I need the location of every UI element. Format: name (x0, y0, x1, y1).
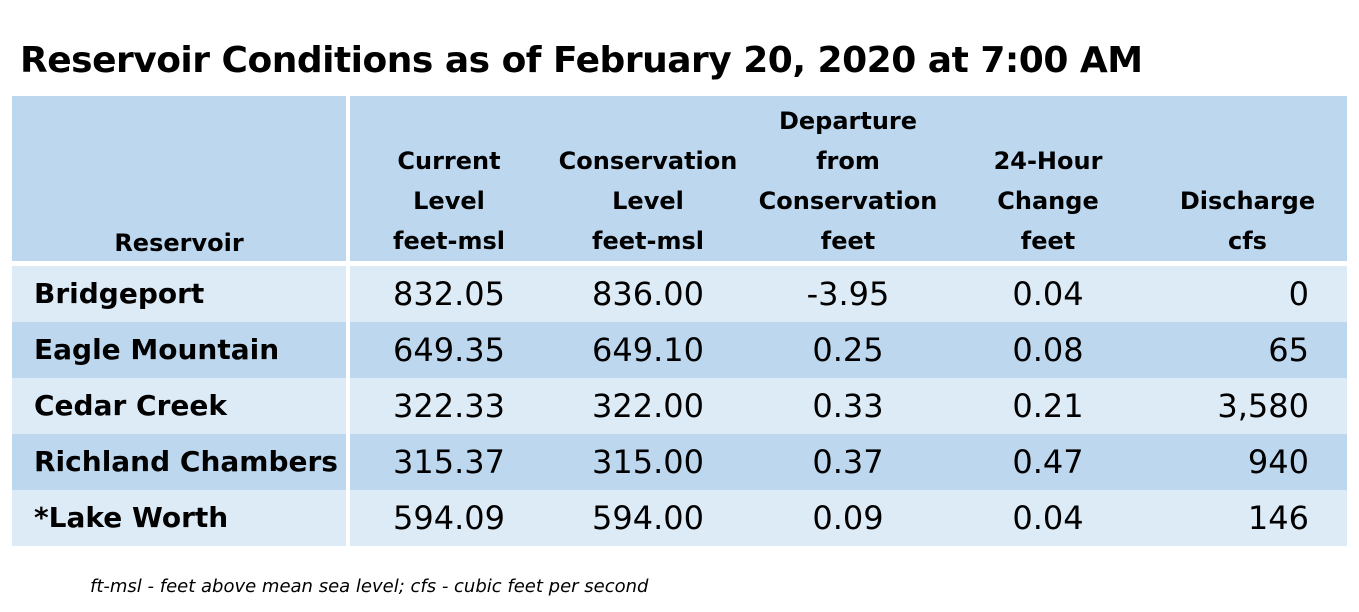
departure-value: 0.25 (748, 322, 948, 378)
table-row: Eagle Mountain 649.35 649.10 0.25 0.08 6… (12, 322, 1347, 378)
unit-current: feet-msl (346, 225, 548, 266)
reservoir-name: Richland Chambers (12, 434, 348, 490)
reservoir-name: Cedar Creek (12, 378, 348, 434)
discharge-value: 3,580 (1148, 378, 1347, 434)
departure-value: 0.37 (748, 434, 948, 490)
departure-value: 0.33 (748, 378, 948, 434)
page-title: Reservoir Conditions as of February 20, … (20, 40, 1143, 81)
discharge-value: 65 (1148, 322, 1347, 378)
discharge-value: 940 (1148, 434, 1347, 490)
current-level: 649.35 (346, 322, 548, 378)
conservation-level-header: Conservation Level (548, 96, 748, 225)
conservation-level: 836.00 (548, 263, 748, 322)
change-value: 0.08 (948, 322, 1148, 378)
conservation-level: 649.10 (548, 322, 748, 378)
current-level: 832.05 (346, 263, 548, 322)
reservoir-header-spacer (12, 96, 348, 225)
discharge-value: 146 (1148, 490, 1347, 546)
change-value: 0.04 (948, 490, 1148, 546)
header-row: Current Level Conservation Level Departu… (12, 96, 1347, 225)
reservoir-table: Current Level Conservation Level Departu… (12, 96, 1347, 546)
discharge-value: 0 (1148, 263, 1347, 322)
units-row: Reservoir feet-msl feet-msl feet feet cf… (12, 225, 1347, 266)
current-level: 315.37 (346, 434, 548, 490)
table-row: *Lake Worth 594.09 594.00 0.09 0.04 146 (12, 490, 1347, 546)
unit-conservation: feet-msl (548, 225, 748, 266)
departure-value: -3.95 (748, 263, 948, 322)
change-value: 0.04 (948, 263, 1148, 322)
table-row: Richland Chambers 315.37 315.00 0.37 0.4… (12, 434, 1347, 490)
current-level: 594.09 (346, 490, 548, 546)
unit-departure: feet (748, 225, 948, 266)
change-value: 0.21 (948, 378, 1148, 434)
reservoir-header: Reservoir (12, 225, 348, 266)
footnote: ft-msl - feet above mean sea level; cfs … (90, 576, 649, 597)
conservation-level: 315.00 (548, 434, 748, 490)
conservation-level: 322.00 (548, 378, 748, 434)
change-value: 0.47 (948, 434, 1148, 490)
change-header: 24-Hour Change (948, 96, 1148, 225)
discharge-header: Discharge (1148, 96, 1347, 225)
current-level-header: Current Level (346, 96, 548, 225)
table-row: Cedar Creek 322.33 322.00 0.33 0.21 3,58… (12, 378, 1347, 434)
table-row: Bridgeport 832.05 836.00 -3.95 0.04 0 (12, 263, 1347, 322)
unit-discharge: cfs (1148, 225, 1347, 266)
conservation-level: 594.00 (548, 490, 748, 546)
reservoir-name: Bridgeport (12, 263, 348, 322)
current-level: 322.33 (346, 378, 548, 434)
unit-change: feet (948, 225, 1148, 266)
reservoir-name: *Lake Worth (12, 490, 348, 546)
departure-value: 0.09 (748, 490, 948, 546)
departure-header: Departure from Conservation (748, 96, 948, 225)
reservoir-name: Eagle Mountain (12, 322, 348, 378)
